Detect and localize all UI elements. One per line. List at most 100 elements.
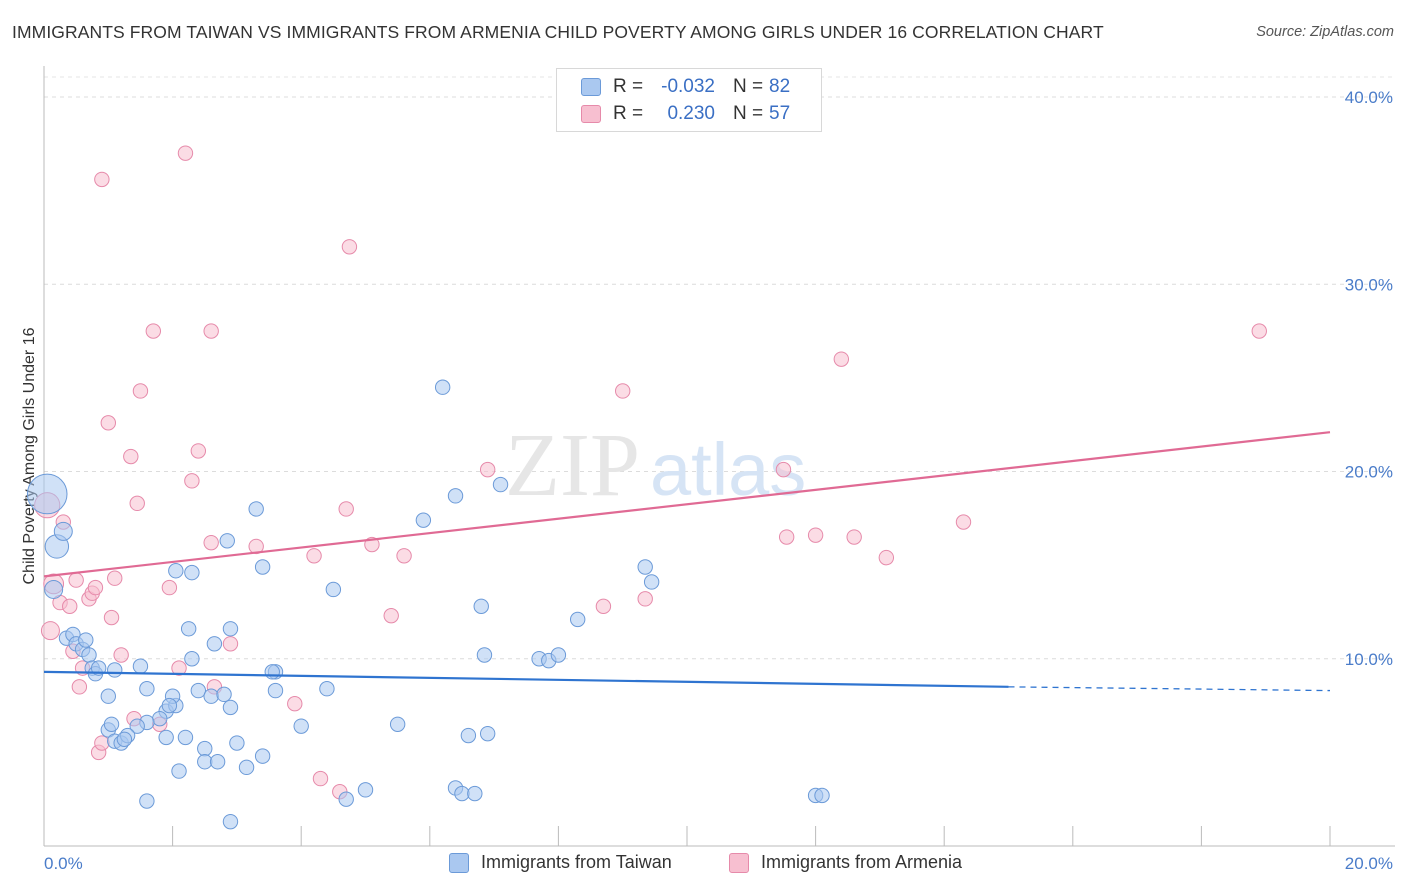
taiwan-point [44,579,64,599]
grid-lines [44,76,1395,660]
armenia-point [807,527,824,543]
armenia-point [341,239,358,255]
armenia-point [62,598,78,615]
taiwan-point [264,664,280,680]
armenia-r-label: R = [613,103,644,124]
taiwan-point [254,748,271,764]
armenia-point [615,383,631,399]
armenia-point [161,579,178,596]
y-tick-label: 40.0% [1345,88,1393,107]
armenia-r-value: 0.230 [667,103,715,124]
taiwan-r-value: -0.032 [661,76,715,97]
taiwan-point [171,763,187,779]
armenia-legend-label: Immigrants from Armenia [761,852,963,872]
y-tick-label: 20.0% [1345,463,1393,482]
armenia-point [203,323,219,339]
taiwan-point [190,682,207,699]
armenia-point [833,351,850,367]
armenia-point [595,598,612,615]
taiwan-point [103,716,120,732]
trend-lines [43,431,1331,692]
taiwan-point [569,611,586,628]
taiwan-point [238,759,255,776]
taiwan-point [325,581,342,598]
armenia-point [775,461,792,478]
taiwan-point [492,476,509,493]
watermark-zip: ZIP [505,416,640,515]
taiwan-point [637,559,653,575]
taiwan-point [197,754,213,770]
taiwan-r-label: R = [613,76,644,97]
taiwan-point [53,521,73,541]
armenia-point [338,501,354,517]
taiwan-point [222,813,239,830]
armenia-point [1251,323,1267,339]
y-tick-label: 10.0% [1345,650,1393,669]
taiwan-point [158,729,174,746]
taiwan-point [222,699,239,716]
taiwan-point [203,688,219,704]
taiwan-point [447,488,464,504]
taiwan-point [415,512,432,528]
armenia-point [955,514,972,530]
armenia-point [94,171,110,188]
taiwan-point [319,681,335,697]
armenia-point [123,448,139,465]
taiwan-point [434,379,451,395]
taiwan-point [479,725,496,742]
taiwan-legend-swatch [449,852,469,873]
armenia-n-label: N = [733,103,764,124]
taiwan-point [81,647,97,663]
taiwan-point [467,785,483,802]
taiwan-point [389,716,406,732]
armenia-legend-swatch [729,852,749,873]
x-tick-label: 0.0% [44,854,83,873]
armenia-point [107,570,123,586]
taiwan-trend-line [43,670,1009,688]
armenia-point [94,735,110,751]
taiwan-point [338,791,354,807]
taiwan-point [643,574,660,590]
taiwan-point [248,501,264,517]
taiwan-point [152,710,168,727]
armenia-point [100,415,117,431]
axes [43,66,1395,847]
legend-item-taiwan: Immigrants from Taiwan [449,852,672,873]
armenia-point [878,549,895,566]
taiwan-point [229,735,245,751]
armenia-n-value: 57 [769,103,791,124]
y-tick-label: 30.0% [1345,275,1393,294]
taiwan-point [460,727,477,744]
taiwan-point [473,598,489,615]
x-tick-label: 20.0% [1345,854,1393,873]
x-tick-labels: 0.0% 20.0% [44,854,1393,873]
taiwan-point [132,658,149,674]
taiwan-n-label: N = [733,76,764,97]
armenia-point [190,443,207,459]
armenia-point [306,548,322,564]
taiwan-point [476,647,493,663]
taiwan-point [267,682,284,699]
armenia-point [177,145,194,161]
armenia-point [87,579,104,596]
taiwan-point [550,647,567,663]
taiwan-point [139,681,155,697]
taiwan-n-value: 82 [769,76,791,97]
armenia-point [145,323,162,339]
taiwan-point [254,559,271,575]
taiwan-point [180,621,197,637]
taiwan-point [161,697,178,714]
series-legend: Immigrants from Taiwan Immigrants from A… [0,852,1406,878]
taiwan-point [26,473,68,515]
taiwan-point [454,785,470,802]
armenia-point [479,461,496,478]
chart-title: IMMIGRANTS FROM TAIWAN VS IMMIGRANTS FRO… [12,22,1104,42]
taiwan-point [293,718,309,734]
armenia-trend-line [43,431,1331,578]
taiwan-point [184,564,200,581]
taiwan-point [116,731,133,747]
taiwan-point [100,688,117,704]
armenia-point [203,534,219,551]
taiwan-point [219,533,235,549]
